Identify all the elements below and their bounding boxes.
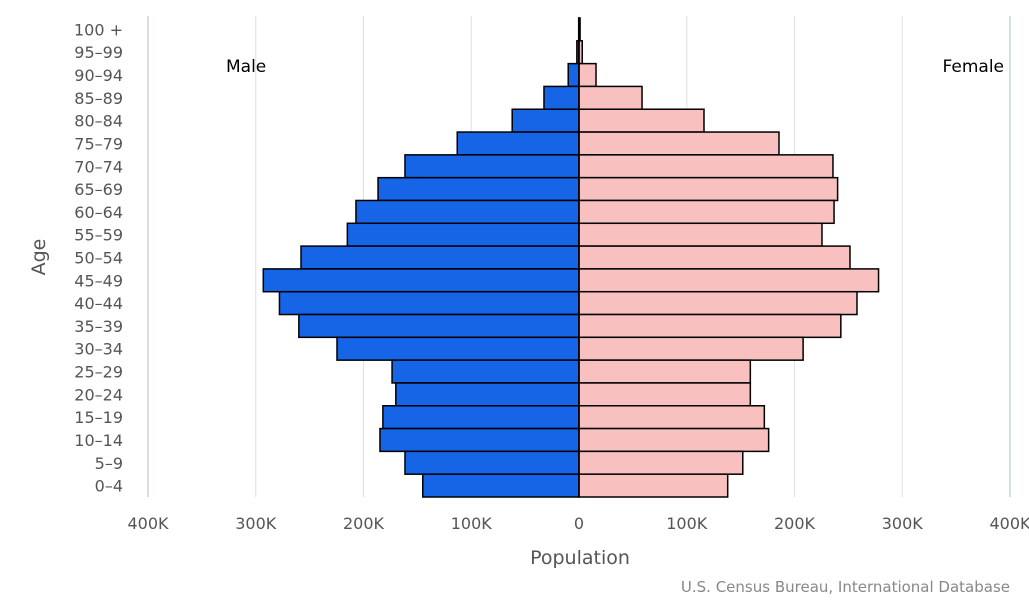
y-tick-label: 70–74 — [74, 157, 123, 176]
bar-male — [337, 337, 579, 360]
x-axis-title: Population — [530, 547, 630, 569]
bar-female — [579, 86, 642, 109]
y-tick-label: 20–24 — [74, 385, 123, 404]
x-tick-label: 0 — [574, 514, 584, 533]
y-tick-label: 45–49 — [74, 271, 123, 290]
y-tick-label: 25–29 — [74, 363, 123, 382]
bar-female — [579, 451, 743, 474]
bar-female — [579, 155, 833, 178]
bar-female — [579, 429, 769, 452]
y-axis-title: Age — [28, 239, 50, 276]
bar-female — [579, 200, 834, 223]
y-tick-label: 95–99 — [74, 43, 123, 62]
bar-female — [579, 383, 750, 406]
bar-male — [299, 315, 579, 338]
y-tick-label: 0–4 — [95, 477, 123, 496]
bar-female — [579, 223, 822, 246]
bar-male — [405, 155, 579, 178]
bar-female — [579, 132, 779, 155]
y-tick-label: 80–84 — [74, 112, 123, 131]
y-tick-label: 15–19 — [74, 408, 123, 427]
x-tick-label: 200K — [774, 514, 816, 533]
bar-male — [378, 178, 579, 201]
bars — [263, 18, 878, 497]
source-credit: U.S. Census Bureau, International Databa… — [681, 578, 1010, 596]
bar-female — [579, 315, 841, 338]
bar-female — [579, 474, 728, 497]
bar-male — [396, 383, 579, 406]
y-tick-label: 55–59 — [74, 226, 123, 245]
y-tick-label: 65–69 — [74, 180, 123, 199]
bar-male — [356, 200, 579, 223]
bar-female — [579, 269, 879, 292]
bar-male — [405, 451, 579, 474]
x-tick-label: 100K — [666, 514, 708, 533]
y-tick-label: 90–94 — [74, 66, 123, 85]
bar-male — [423, 474, 579, 497]
x-tick-label: 400K — [127, 514, 169, 533]
bar-female — [579, 64, 596, 87]
y-tick-label: 75–79 — [74, 134, 123, 153]
y-tick-label: 10–14 — [74, 431, 123, 450]
bar-male — [301, 246, 579, 269]
bar-female — [579, 360, 750, 383]
bar-female — [579, 246, 850, 269]
x-tick-label: 300K — [235, 514, 277, 533]
y-tick-label: 35–39 — [74, 317, 123, 336]
bar-female — [579, 406, 764, 429]
y-tick-label: 5–9 — [95, 454, 123, 473]
bar-male — [457, 132, 579, 155]
x-tick-labels: 400K 300K 200K 100K 0 100K 200K 300K 400K — [127, 514, 1029, 533]
bar-male — [279, 292, 579, 315]
bar-male — [568, 64, 579, 87]
x-tick-label: 300K — [882, 514, 924, 533]
x-tick-label: 100K — [451, 514, 493, 533]
y-tick-label: 85–89 — [74, 89, 123, 108]
bar-female — [579, 178, 838, 201]
bar-male — [347, 223, 579, 246]
bar-female — [579, 109, 704, 132]
y-tick-label: 50–54 — [74, 249, 123, 268]
legend-female: Female — [943, 57, 1004, 77]
y-tick-label: 40–44 — [74, 294, 123, 313]
y-tick-label: 100 + — [74, 20, 123, 39]
x-tick-label: 400K — [989, 514, 1029, 533]
bar-male — [512, 109, 579, 132]
legend-male: Male — [226, 57, 266, 77]
y-tick-labels: 100 + 95–99 90–94 85–89 80–84 75–79 70–74 65–69… — [74, 20, 123, 495]
bar-male — [263, 269, 579, 292]
bar-female — [579, 337, 803, 360]
bar-male — [392, 360, 579, 383]
y-tick-label: 30–34 — [74, 340, 123, 359]
bar-male — [383, 406, 579, 429]
x-tick-label: 200K — [343, 514, 385, 533]
y-tick-label: 60–64 — [74, 203, 123, 222]
bar-male — [544, 86, 579, 109]
bar-male — [380, 429, 579, 452]
bar-female — [579, 292, 857, 315]
